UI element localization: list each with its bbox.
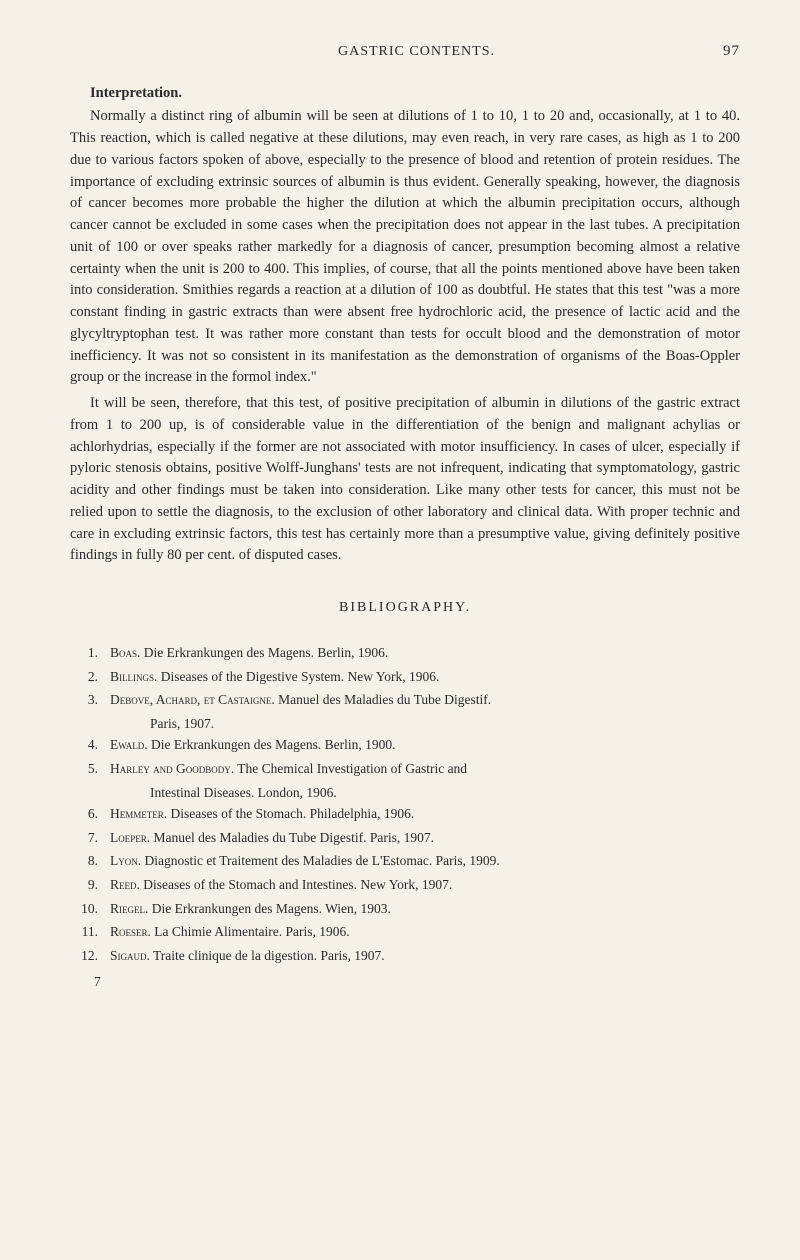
bibliography-author: Boas.: [110, 645, 140, 660]
bibliography-item: 6.Hemmeter. Diseases of the Stomach. Phi…: [70, 803, 740, 825]
bibliography-author: Lyon.: [110, 853, 141, 868]
bibliography-author: Debove, Achard, et Castaigne.: [110, 692, 275, 707]
bibliography-item-number: 10.: [70, 898, 110, 920]
page-number: 97: [723, 40, 740, 63]
bibliography-item-text: Lyon. Diagnostic et Traitement des Malad…: [110, 850, 740, 872]
page-content: GASTRIC CONTENTS. 97 Interpretation. Nor…: [0, 0, 800, 1033]
bibliography-item: 8.Lyon. Diagnostic et Traitement des Mal…: [70, 850, 740, 872]
body-paragraph: Normally a distinct ring of albumin will…: [70, 106, 740, 389]
bibliography-item: 12.Sigaud. Traite clinique de la digesti…: [70, 945, 740, 967]
bibliography-author: Ewald.: [110, 737, 148, 752]
bibliography-item: 7.Loeper. Manuel des Maladies du Tube Di…: [70, 827, 740, 849]
bibliography-item-text: Riegel. Die Erkrankungen des Magens. Wie…: [110, 898, 740, 920]
bibliography-author: Harley and Goodbody.: [110, 761, 234, 776]
bibliography-item: 5.Harley and Goodbody. The Chemical Inve…: [70, 758, 740, 780]
bibliography-author: Reed.: [110, 877, 140, 892]
bibliography-item-text: Roeser. La Chimie Alimentaire. Paris, 19…: [110, 921, 740, 943]
bibliography-item-text: Boas. Die Erkrankungen des Magens. Berli…: [110, 642, 740, 664]
bibliography-item-number: 8.: [70, 850, 110, 872]
bibliography-item-number: 6.: [70, 803, 110, 825]
bibliography-item-text: Hemmeter. Diseases of the Stomach. Phila…: [110, 803, 740, 825]
bibliography-item-continuation: Intestinal Diseases. London, 1906.: [70, 782, 740, 804]
bibliography-item-number: 7.: [70, 827, 110, 849]
bibliography-item: 11.Roeser. La Chimie Alimentaire. Paris,…: [70, 921, 740, 943]
bibliography-item-number: 2.: [70, 666, 110, 688]
bibliography-item: 2.Billings. Diseases of the Digestive Sy…: [70, 666, 740, 688]
page-header: GASTRIC CONTENTS. 97: [70, 40, 740, 63]
bibliography-author: Roeser.: [110, 924, 151, 939]
bibliography-item: 9.Reed. Diseases of the Stomach and Inte…: [70, 874, 740, 896]
bibliography-item-number: 5.: [70, 758, 110, 780]
bibliography-heading: BIBLIOGRAPHY.: [70, 597, 740, 618]
bibliography-list: 1.Boas. Die Erkrankungen des Magens. Ber…: [70, 642, 740, 966]
bibliography-author: Billings.: [110, 669, 157, 684]
bibliography-item-text: Billings. Diseases of the Digestive Syst…: [110, 666, 740, 688]
bibliography-item-number: 9.: [70, 874, 110, 896]
bibliography-item-number: 3.: [70, 689, 110, 711]
bibliography-item-text: Sigaud. Traite clinique de la digestion.…: [110, 945, 740, 967]
bibliography-item-continuation: Paris, 1907.: [70, 713, 740, 735]
section-heading: Interpretation.: [70, 83, 740, 105]
bibliography-item: 3.Debove, Achard, et Castaigne. Manuel d…: [70, 689, 740, 711]
bibliography-item-text: Harley and Goodbody. The Chemical Invest…: [110, 758, 740, 780]
bibliography-item-text: Debove, Achard, et Castaigne. Manuel des…: [110, 689, 740, 711]
footer-signature-number: 7: [70, 972, 740, 992]
bibliography-author: Loeper.: [110, 830, 150, 845]
bibliography-item-text: Reed. Diseases of the Stomach and Intest…: [110, 874, 740, 896]
bibliography-item-number: 12.: [70, 945, 110, 967]
bibliography-item: 10.Riegel. Die Erkrankungen des Magens. …: [70, 898, 740, 920]
bibliography-item-number: 11.: [70, 921, 110, 943]
bibliography-author: Sigaud.: [110, 948, 150, 963]
bibliography-author: Riegel.: [110, 901, 148, 916]
body-paragraph: It will be seen, therefore, that this te…: [70, 393, 740, 567]
bibliography-item: 4.Ewald. Die Erkrankungen des Magens. Be…: [70, 734, 740, 756]
bibliography-item: 1.Boas. Die Erkrankungen des Magens. Ber…: [70, 642, 740, 664]
bibliography-item-number: 1.: [70, 642, 110, 664]
bibliography-author: Hemmeter.: [110, 806, 167, 821]
bibliography-item-text: Ewald. Die Erkrankungen des Magens. Berl…: [110, 734, 740, 756]
bibliography-item-number: 4.: [70, 734, 110, 756]
bibliography-item-text: Loeper. Manuel des Maladies du Tube Dige…: [110, 827, 740, 849]
header-title: GASTRIC CONTENTS.: [110, 41, 723, 62]
